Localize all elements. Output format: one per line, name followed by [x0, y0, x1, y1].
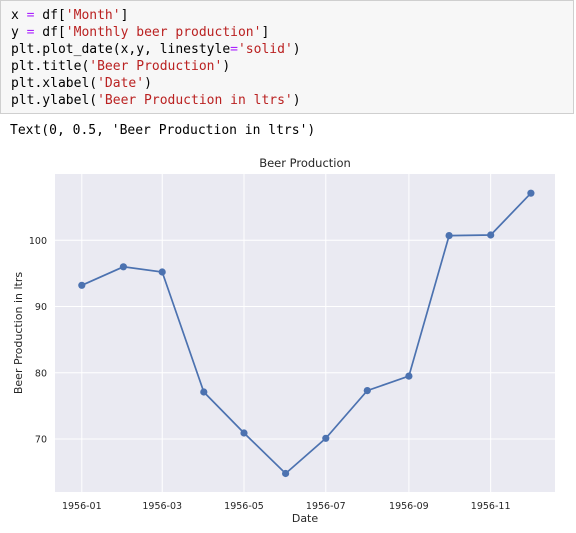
code-token: plt.ylabel(	[11, 93, 98, 108]
x-tick-label: 1956-11	[471, 501, 511, 512]
x-tick-labels: 1956-01 1956-03 1956-05 1956-07 1956-09 1956-…	[62, 501, 511, 512]
y-tick-label: 90	[35, 302, 47, 313]
series-line	[81, 192, 532, 475]
code-token: 'Beer Production in ltrs'	[97, 93, 293, 108]
code-token: plt.xlabel(	[11, 76, 98, 91]
y-tick-labels: 70 80 90 100	[29, 236, 47, 446]
code-token: ]	[261, 25, 270, 40]
plot-area	[55, 174, 555, 492]
code-token: 'Beer Production'	[89, 59, 223, 74]
x-tick-label: 1956-07	[306, 501, 346, 512]
code-token: =	[26, 25, 35, 40]
data-point	[240, 429, 248, 437]
data-point	[487, 231, 495, 239]
data-point	[119, 263, 127, 271]
x-tick-label: 1956-03	[142, 501, 182, 512]
code-token: 'Monthly beer production'	[65, 25, 262, 40]
code-token: =	[230, 42, 238, 57]
y-tick-label: 80	[35, 368, 47, 379]
code-token: )	[222, 59, 231, 74]
code-editor[interactable]: x = df['Month'] y = df['Monthly beer pro…	[11, 7, 301, 109]
code-token: plt.title(	[11, 59, 90, 74]
data-point	[363, 387, 371, 395]
code-token: )	[292, 93, 301, 108]
cell-output-text: Text(0, 0.5, 'Beer Production in ltrs')	[10, 123, 316, 138]
x-tick-label: 1956-09	[389, 501, 429, 512]
data-point	[78, 281, 86, 289]
data-point	[200, 388, 208, 396]
x-tick-label: 1956-01	[62, 501, 102, 512]
y-tick-label: 70	[35, 435, 47, 446]
data-point	[322, 434, 330, 442]
line-chart: 1956-01 1956-03 1956-05 1956-07 1956-09 1956-…	[12, 156, 555, 525]
code-token: df[	[34, 25, 66, 40]
data-point	[158, 268, 166, 276]
y-axis-label: Beer Production in ltrs	[12, 272, 25, 395]
data-point	[445, 232, 453, 240]
code-token: =	[26, 8, 35, 23]
code-token: plt.plot_date(x,y, linestyle	[11, 42, 231, 57]
chart-title: Beer Production	[259, 156, 351, 170]
data-point	[527, 189, 535, 197]
data-points	[78, 189, 535, 478]
code-token: 'solid'	[237, 42, 293, 57]
code-token: x	[11, 8, 27, 23]
x-tick-label: 1956-05	[224, 501, 264, 512]
code-token: y	[11, 25, 27, 40]
code-token: 'Month'	[65, 8, 121, 23]
code-line: plt.xlabel('Date')	[11, 76, 152, 91]
code-token: df[	[34, 8, 66, 23]
data-point	[282, 469, 290, 478]
code-token: )	[144, 76, 152, 91]
code-line: plt.plot_date(x,y, linestyle='solid')	[11, 42, 301, 57]
code-token: )	[292, 42, 301, 57]
code-line: plt.title('Beer Production')	[11, 59, 230, 74]
code-token: 'Date'	[97, 76, 145, 91]
code-token: ]	[120, 8, 129, 23]
code-cell[interactable]: x = df['Month'] y = df['Monthly beer pro…	[0, 0, 574, 114]
code-line: x = df['Month']	[11, 8, 128, 23]
x-axis-label: Date	[292, 512, 319, 525]
code-line: plt.ylabel('Beer Production in ltrs')	[11, 93, 301, 108]
y-tick-label: 100	[29, 236, 47, 247]
data-point	[405, 372, 413, 380]
code-line: y = df['Monthly beer production']	[11, 25, 269, 40]
